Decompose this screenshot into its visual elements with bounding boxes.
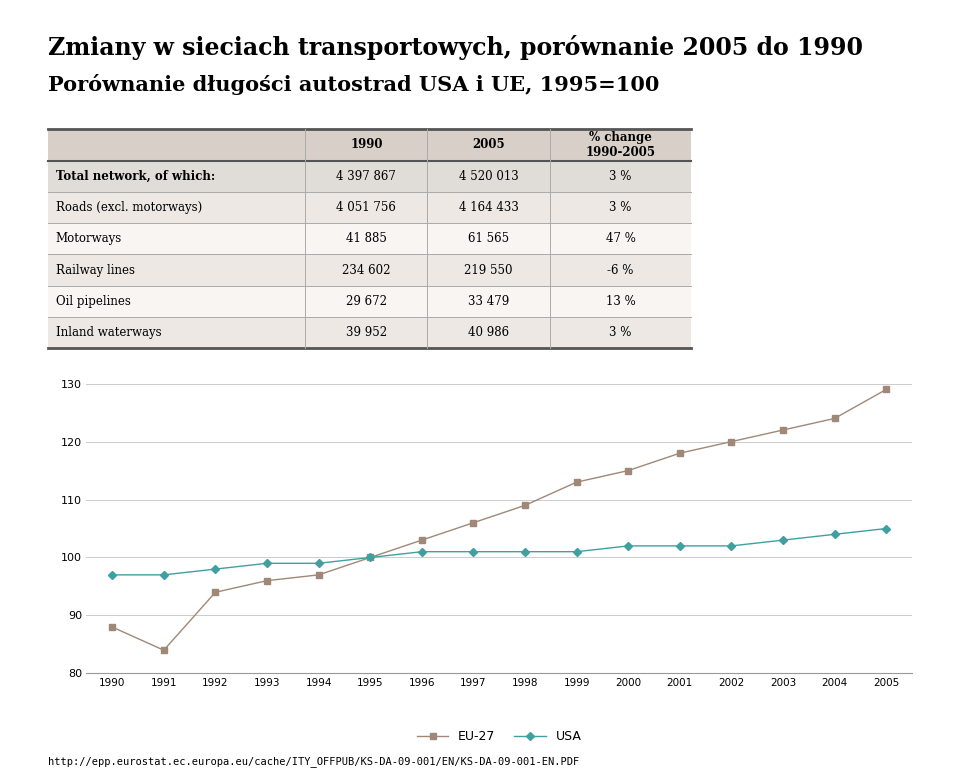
Text: Zmiany w sieciach transportowych, porównanie 2005 do 1990: Zmiany w sieciach transportowych, porówn… xyxy=(48,35,863,60)
Text: 3 %: 3 % xyxy=(610,327,632,339)
FancyBboxPatch shape xyxy=(305,317,427,348)
Text: Railway lines: Railway lines xyxy=(56,264,134,276)
Text: Porównanie długości autostrad USA i UE, 1995=100: Porównanie długości autostrad USA i UE, … xyxy=(48,74,660,96)
FancyBboxPatch shape xyxy=(305,254,427,286)
Text: 4 164 433: 4 164 433 xyxy=(459,201,518,214)
FancyBboxPatch shape xyxy=(305,286,427,317)
FancyBboxPatch shape xyxy=(427,317,550,348)
Text: Roads (excl. motorways): Roads (excl. motorways) xyxy=(56,201,202,214)
FancyBboxPatch shape xyxy=(305,161,427,192)
FancyBboxPatch shape xyxy=(550,192,691,223)
Text: 2005: 2005 xyxy=(472,139,505,151)
FancyBboxPatch shape xyxy=(305,129,427,161)
FancyBboxPatch shape xyxy=(427,161,550,192)
Legend: EU-27, USA: EU-27, USA xyxy=(412,725,587,749)
Text: 47 %: 47 % xyxy=(606,233,636,245)
FancyBboxPatch shape xyxy=(427,192,550,223)
Text: http://epp.eurostat.ec.europa.eu/cache/ITY_OFFPUB/KS-DA-09-001/EN/KS-DA-09-001-E: http://epp.eurostat.ec.europa.eu/cache/I… xyxy=(48,756,579,767)
FancyBboxPatch shape xyxy=(427,223,550,254)
FancyBboxPatch shape xyxy=(48,286,305,317)
Text: 39 952: 39 952 xyxy=(346,327,387,339)
Text: 1990: 1990 xyxy=(350,139,383,151)
Text: 3 %: 3 % xyxy=(610,201,632,214)
FancyBboxPatch shape xyxy=(550,161,691,192)
FancyBboxPatch shape xyxy=(427,129,550,161)
Text: 29 672: 29 672 xyxy=(346,295,387,308)
FancyBboxPatch shape xyxy=(48,129,305,161)
Text: 40 986: 40 986 xyxy=(468,327,509,339)
Text: 61 565: 61 565 xyxy=(468,233,509,245)
FancyBboxPatch shape xyxy=(550,317,691,348)
FancyBboxPatch shape xyxy=(550,129,691,161)
Text: 219 550: 219 550 xyxy=(465,264,513,276)
FancyBboxPatch shape xyxy=(48,192,305,223)
Text: Total network, of which:: Total network, of which: xyxy=(56,170,215,182)
Text: 3 %: 3 % xyxy=(610,170,632,182)
Text: -6 %: -6 % xyxy=(608,264,634,276)
Text: % change
1990-2005: % change 1990-2005 xyxy=(586,131,656,159)
FancyBboxPatch shape xyxy=(48,161,305,192)
FancyBboxPatch shape xyxy=(550,223,691,254)
FancyBboxPatch shape xyxy=(305,192,427,223)
FancyBboxPatch shape xyxy=(550,286,691,317)
FancyBboxPatch shape xyxy=(48,317,305,348)
Text: 13 %: 13 % xyxy=(606,295,636,308)
Text: 4 520 013: 4 520 013 xyxy=(459,170,518,182)
Text: Inland waterways: Inland waterways xyxy=(56,327,161,339)
FancyBboxPatch shape xyxy=(427,254,550,286)
Text: Motorways: Motorways xyxy=(56,233,122,245)
FancyBboxPatch shape xyxy=(48,223,305,254)
Text: Oil pipelines: Oil pipelines xyxy=(56,295,131,308)
Text: 4 051 756: 4 051 756 xyxy=(336,201,396,214)
FancyBboxPatch shape xyxy=(427,286,550,317)
Text: 234 602: 234 602 xyxy=(342,264,391,276)
FancyBboxPatch shape xyxy=(305,223,427,254)
Text: 41 885: 41 885 xyxy=(346,233,387,245)
FancyBboxPatch shape xyxy=(48,254,305,286)
Text: 33 479: 33 479 xyxy=(468,295,509,308)
Text: 4 397 867: 4 397 867 xyxy=(336,170,396,182)
FancyBboxPatch shape xyxy=(550,254,691,286)
